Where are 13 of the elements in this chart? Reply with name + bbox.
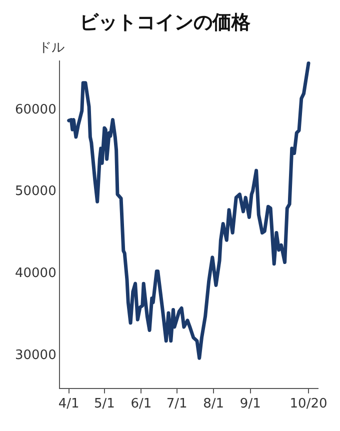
y-tick-label: 60000 — [14, 102, 56, 118]
x-tick-label: 6/1 — [130, 396, 152, 412]
y-tick-label: 40000 — [14, 266, 56, 282]
y-axis-title: ドル — [38, 40, 64, 56]
x-tick-label: 4/1 — [58, 396, 80, 412]
chart-title: ビットコインの価格 — [80, 11, 252, 34]
x-tick-label: 10/20 — [290, 396, 328, 412]
x-tick-label: 8/1 — [203, 396, 224, 412]
x-tick-label: 5/1 — [94, 396, 115, 412]
y-tick-label: 30000 — [14, 348, 56, 364]
x-tick-label: 7/1 — [166, 396, 188, 412]
y-tick-label: 50000 — [14, 184, 56, 200]
x-tick-label: 9/1 — [240, 396, 261, 412]
